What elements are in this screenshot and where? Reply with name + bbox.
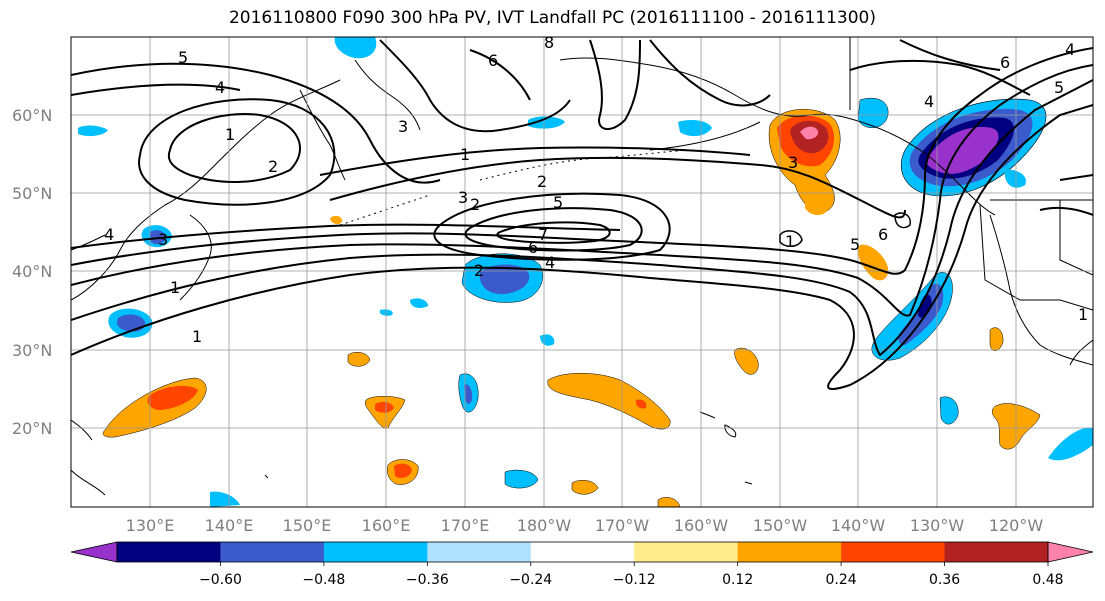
contour-label: 3 <box>158 230 168 249</box>
colorbar: −0.60 −0.48 −0.36 −0.24 −0.12 0.12 0.24 0.36 0.4… <box>70 541 1094 588</box>
contour-label: 4 <box>545 253 555 272</box>
lon-label: 150°E <box>283 516 332 535</box>
contour-label: 8 <box>544 33 554 52</box>
contour-label: 1 <box>1078 305 1088 324</box>
contour-label: 6 <box>1000 53 1010 72</box>
colorbar-segment <box>944 542 1049 562</box>
lon-label: 150°W <box>753 516 808 535</box>
colorbar-tick-label: −0.12 <box>613 572 656 588</box>
contour-label: 7 <box>538 225 548 244</box>
contour-label: 2 <box>474 261 484 280</box>
colorbar-segment <box>841 542 946 562</box>
contour-labels: 5 4 1 2 3 4 3 2 1 1 1 2 3 4 5 6 7 8 6 4 … <box>104 33 1088 346</box>
colorbar-tick-label: 0.12 <box>722 572 753 588</box>
coastlines <box>71 37 1093 496</box>
contour-label: 1 <box>225 125 235 144</box>
colorbar-tick-label: 0.48 <box>1032 572 1063 588</box>
lon-label: 170°E <box>441 516 490 535</box>
contour-label: 1 <box>785 232 795 251</box>
lat-label: 60°N <box>12 106 52 125</box>
contour-label: 3 <box>788 153 798 172</box>
colorbar-segment <box>737 542 842 562</box>
colorbar-segment <box>220 542 325 562</box>
colorbar-tick-label: 0.36 <box>929 572 960 588</box>
contour-label: 2 <box>537 172 547 191</box>
colorbar-tick-label: −0.36 <box>406 572 449 588</box>
contour-label: 6 <box>488 51 498 70</box>
lon-label: 130°E <box>126 516 175 535</box>
colorbar-tick-label: −0.60 <box>199 572 242 588</box>
lat-label: 30°N <box>12 341 52 360</box>
contour-label: 5 <box>1054 78 1064 97</box>
colorbar-tick-label: 0.24 <box>826 572 857 588</box>
contour-label: 1 <box>192 327 202 346</box>
contour-label: 2 <box>470 195 480 214</box>
contour-label: 3 <box>458 188 468 207</box>
contour-label: 6 <box>878 225 888 244</box>
lat-label: 50°N <box>12 184 52 203</box>
latitude-labels: 60°N 50°N 40°N 30°N 20°N <box>12 106 52 438</box>
lon-label: 180°W <box>517 516 572 535</box>
colorbar-tick-label: −0.24 <box>509 572 552 588</box>
lon-label: 160°W <box>674 516 729 535</box>
contour-label: 5 <box>850 235 860 254</box>
lon-label: 140°W <box>831 516 886 535</box>
lon-label: 160°E <box>362 516 411 535</box>
contour-label: 3 <box>398 117 408 136</box>
lon-label: 130°W <box>910 516 965 535</box>
map-frame <box>70 36 1094 508</box>
colorbar-tick-label: −0.48 <box>302 572 345 588</box>
contour-label: 4 <box>924 92 934 111</box>
colorbar-segment <box>634 542 739 562</box>
lat-label: 20°N <box>12 419 52 438</box>
contour-label: 1 <box>170 278 180 297</box>
contour-label: 4 <box>1065 40 1075 59</box>
colorbar-extend-min <box>70 541 118 563</box>
contour-label: 6 <box>528 238 538 257</box>
contour-label: 2 <box>268 157 278 176</box>
colorbar-segments <box>70 541 1094 563</box>
colorbar-ticks: −0.60 −0.48 −0.36 −0.24 −0.12 0.12 0.24 0.36 0.4… <box>199 562 1064 588</box>
contour-label: 5 <box>178 48 188 67</box>
map-title: 2016110800 F090 300 hPa PV, IVT Landfall… <box>228 8 876 28</box>
lon-label: 140°E <box>205 516 254 535</box>
contour-label: 4 <box>215 78 225 97</box>
colorbar-segment <box>427 542 532 562</box>
lat-label: 40°N <box>12 262 52 281</box>
colorbar-outline <box>116 541 1049 563</box>
longitude-labels: 130°E 140°E 150°E 160°E 170°E 180°W 170°… <box>126 516 1044 535</box>
contour-label: 5 <box>553 193 563 212</box>
map-content: 5 4 1 2 3 4 3 2 1 1 1 2 3 4 5 6 7 8 6 4 … <box>71 33 1093 507</box>
colorbar-segment <box>117 542 221 562</box>
lon-label: 120°W <box>989 516 1044 535</box>
colorbar-segment <box>530 542 635 562</box>
pv-contours <box>71 39 1093 390</box>
lon-label: 170°W <box>595 516 650 535</box>
colorbar-extend-max <box>1047 541 1094 563</box>
contour-label: 1 <box>460 145 470 164</box>
contour-label: 4 <box>104 225 114 244</box>
colorbar-segment <box>323 542 428 562</box>
